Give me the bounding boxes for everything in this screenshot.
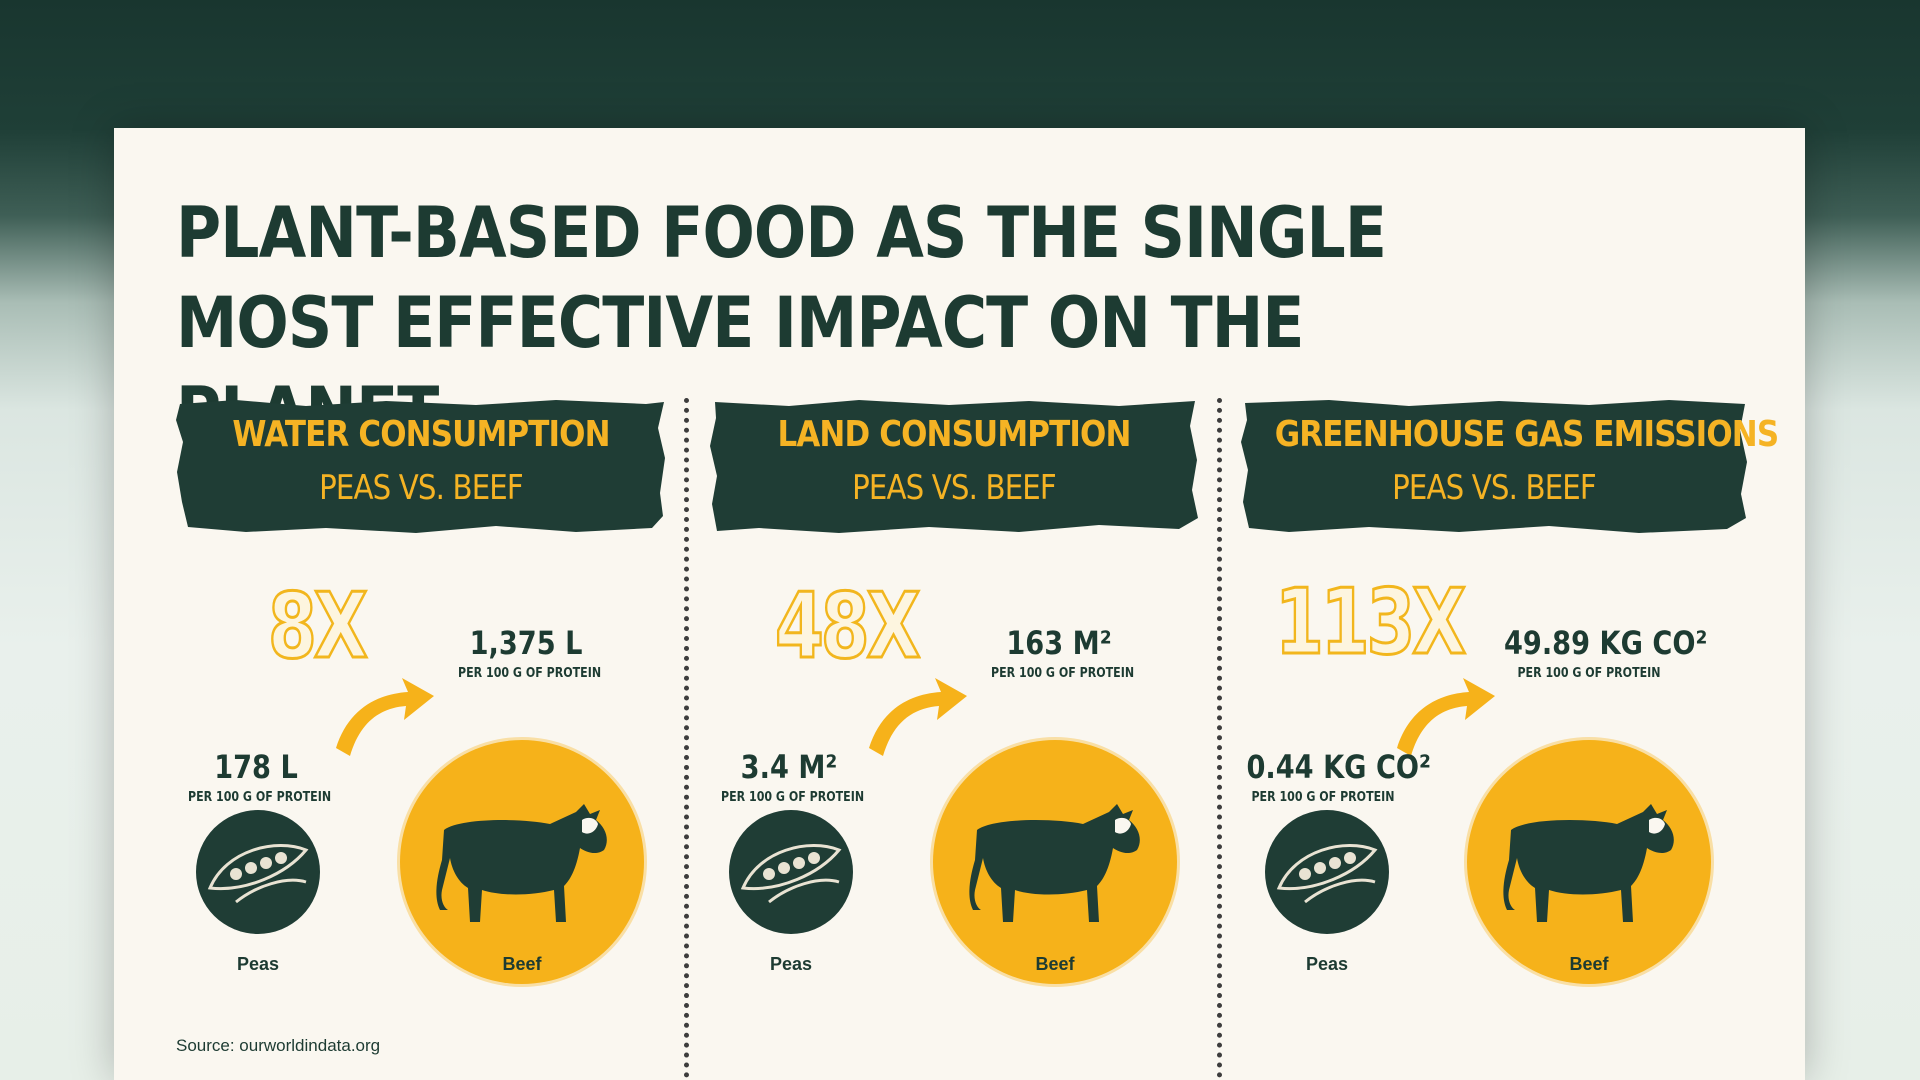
stat-value: 178 L: [214, 748, 298, 786]
stat-unit: PER 100 G OF PROTEIN: [721, 790, 865, 805]
panel-subheading: PEAS VS. BEEF: [319, 468, 524, 508]
beef-circle: [400, 740, 644, 984]
page-title: PLANT-BASED FOOD AS THE SINGLE MOST EFFE…: [176, 192, 1387, 454]
peas-stat: 178 L PER 100 G OF PROTEIN: [176, 748, 336, 805]
panel-banner: WATER CONSUMPTION PEAS VS. BEEF: [176, 398, 666, 534]
panel-subheading: PEAS VS. BEEF: [1392, 468, 1597, 508]
brush-stroke-shape: [1241, 400, 1747, 533]
peas-circle: [729, 810, 853, 934]
pea-pod-icon: [1276, 844, 1378, 904]
panel-heading: GREENHOUSE GAS EMISSIONS: [1274, 414, 1779, 455]
peas-circle: [196, 810, 320, 934]
dotted-divider: [1217, 398, 1222, 1080]
multiplier-value: 113X: [1274, 569, 1468, 677]
pea-pod-icon: [740, 844, 842, 904]
panel-heading: WATER CONSUMPTION: [232, 414, 610, 455]
source-credit: Source: ourworldindata.org: [176, 1036, 381, 1055]
stat-value: 49.89 KG CO²: [1504, 624, 1708, 662]
brush-stroke-shape: [176, 400, 665, 533]
multiplier-value: 8X: [267, 573, 369, 681]
panel-water: WATER CONSUMPTION PEAS VS. BEEF 8X 1,375…: [176, 398, 688, 1078]
cow-icon: [436, 804, 607, 922]
stat-value: 0.44 KG CO²: [1246, 748, 1431, 786]
beef-circle: [1467, 740, 1711, 984]
pea-pod-icon: [207, 844, 309, 904]
curved-arrow-icon: [336, 678, 434, 756]
beef-stat: 163 M² PER 100 G OF PROTEIN: [979, 624, 1139, 681]
peas-stat: 0.44 KG CO² PER 100 G OF PROTEIN: [1233, 748, 1431, 805]
peas-stat: 3.4 M² PER 100 G OF PROTEIN: [709, 748, 869, 805]
stat-unit: PER 100 G OF PROTEIN: [1517, 666, 1661, 681]
multiplier-value: 48X: [774, 573, 922, 681]
cow-icon: [1503, 804, 1674, 922]
stat-unit: PER 100 G OF PROTEIN: [991, 666, 1135, 681]
peas-circle: [1265, 810, 1389, 934]
stat-unit: PER 100 G OF PROTEIN: [458, 666, 602, 681]
peas-label: Peas: [769, 954, 813, 974]
panel-ghg: GREENHOUSE GAS EMISSIONS PEAS VS. BEEF 1…: [1239, 398, 1779, 1078]
brush-stroke-shape: [710, 400, 1198, 533]
stat-unit: PER 100 G OF PROTEIN: [188, 790, 332, 805]
beef-label: Beef: [502, 954, 542, 974]
beef-circle: [933, 740, 1177, 984]
peas-label: Peas: [236, 954, 280, 974]
stat-value: 3.4 M²: [740, 748, 838, 786]
stat-unit: PER 100 G OF PROTEIN: [1251, 790, 1395, 805]
curved-arrow-icon: [869, 678, 967, 756]
cow-icon: [969, 804, 1140, 922]
beef-label: Beef: [1569, 954, 1609, 974]
panel-banner: LAND CONSUMPTION PEAS VS. BEEF: [709, 398, 1199, 534]
curved-arrow-icon: [1397, 678, 1495, 756]
panel-banner: GREENHOUSE GAS EMISSIONS PEAS VS. BEEF: [1239, 398, 1779, 534]
stat-value: 163 M²: [1006, 624, 1112, 662]
beef-stat: 1,375 L PER 100 G OF PROTEIN: [446, 624, 606, 681]
infographic-card: PLANT-BASED FOOD AS THE SINGLE MOST EFFE…: [114, 128, 1805, 1080]
panel-heading: LAND CONSUMPTION: [777, 414, 1131, 455]
stat-value: 1,375 L: [469, 624, 583, 662]
peas-label: Peas: [1305, 954, 1349, 974]
panel-land: LAND CONSUMPTION PEAS VS. BEEF 48X 163 M…: [709, 398, 1221, 1078]
beef-stat: 49.89 KG CO² PER 100 G OF PROTEIN: [1489, 624, 1708, 681]
beef-label: Beef: [1035, 954, 1075, 974]
panel-subheading: PEAS VS. BEEF: [852, 468, 1057, 508]
dotted-divider: [684, 398, 689, 1080]
